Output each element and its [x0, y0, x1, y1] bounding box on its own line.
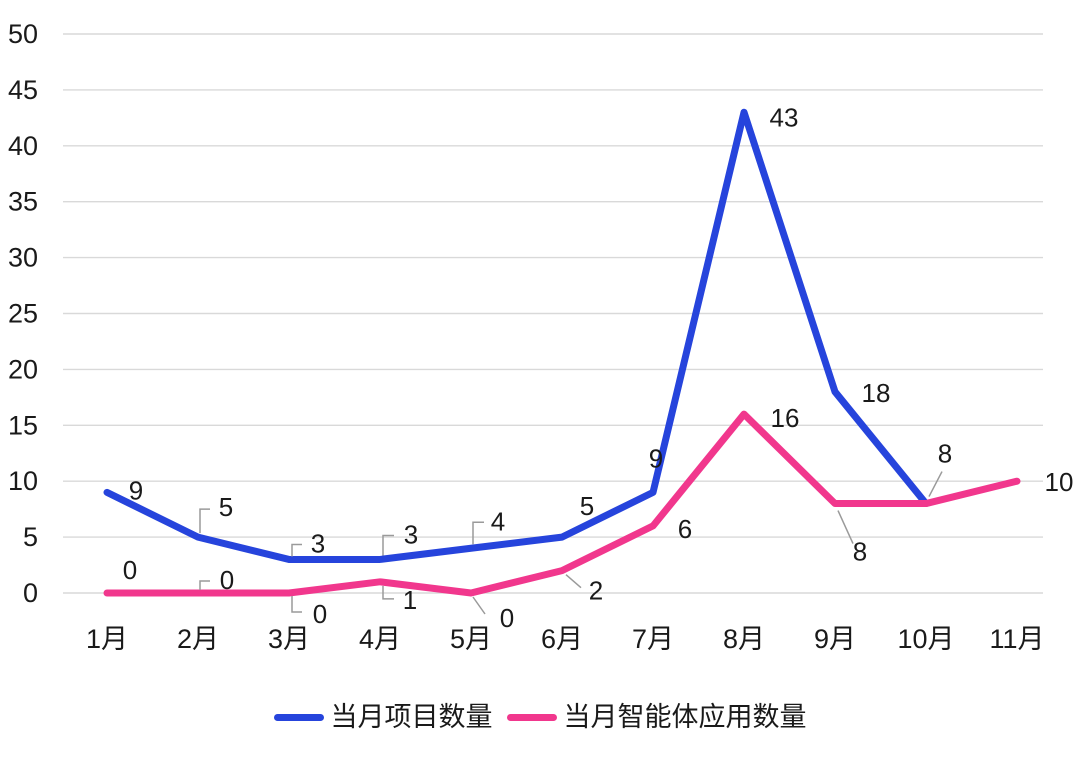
legend-label-projects: 当月项目数量	[330, 702, 493, 732]
y-axis-tick-label: 0	[23, 578, 38, 608]
series-line-projects	[103, 108, 930, 563]
data-label-agent-apps-8月: 16	[771, 403, 800, 433]
label-leader-line	[382, 585, 394, 600]
chart-legend: 当月项目数量 当月智能体应用数量	[0, 699, 1080, 735]
y-axis-tick-label: 5	[23, 522, 38, 552]
data-label-agent-apps-3月: 0	[313, 599, 327, 629]
data-label-projects-3月: 3	[311, 528, 325, 558]
data-label-agent-apps-4月: 1	[403, 585, 417, 615]
data-label-projects-5月: 4	[491, 506, 505, 536]
label-leader-line	[382, 534, 394, 556]
label-leader-line	[291, 596, 302, 613]
x-axis-tick-label: 5月	[450, 624, 492, 654]
data-label-agent-apps-6月: 2	[589, 576, 603, 606]
x-axis-tick-label: 3月	[268, 624, 310, 654]
data-label-projects-9月: 18	[862, 378, 891, 408]
data-label-agent-apps-1月: 0	[123, 555, 137, 585]
label-leader-line	[837, 510, 854, 544]
x-axis-tick-label: 8月	[723, 624, 765, 654]
x-axis-tick-label: 1月	[86, 624, 128, 654]
data-label-agent-apps-9月: 8	[853, 537, 867, 567]
y-axis-tick-label: 10	[8, 466, 38, 496]
y-axis-tick-label: 45	[8, 75, 38, 105]
y-axis-tick-label: 20	[8, 354, 38, 384]
y-axis-tick-label: 35	[8, 187, 38, 217]
legend-swatch-agent-apps	[506, 713, 557, 721]
y-axis-tick-label: 40	[8, 131, 38, 161]
data-label-projects-4月: 3	[404, 519, 418, 549]
x-axis-tick-label: 7月	[632, 624, 674, 654]
label-leader-line	[928, 471, 943, 497]
data-label-projects-8月: 43	[770, 102, 799, 132]
data-label-agent-apps-7月: 6	[678, 514, 692, 544]
series-line-agent-apps	[103, 410, 1021, 597]
legend-swatch-projects	[273, 713, 324, 721]
label-leader-line	[199, 580, 210, 590]
x-axis-tick-label: 11月	[989, 624, 1044, 654]
legend-label-agent-apps: 当月智能体应用数量	[563, 702, 807, 732]
y-axis-tick-label: 50	[8, 19, 38, 49]
data-label-agent-apps-2月: 0	[220, 565, 234, 595]
data-label-projects-10月: 8	[938, 439, 952, 469]
label-leader-line	[565, 574, 582, 589]
y-axis-tick-label: 15	[8, 410, 38, 440]
label-leader-line	[291, 543, 302, 557]
x-axis-tick-label: 10月	[897, 624, 954, 654]
x-axis-tick-label: 6月	[541, 624, 583, 654]
y-axis-tick-label: 30	[8, 243, 38, 273]
data-label-agent-apps-11月: 10	[1045, 467, 1074, 497]
x-axis-tick-label: 2月	[177, 624, 219, 654]
y-axis-tick-label: 25	[8, 299, 38, 329]
data-label-projects-2月: 5	[219, 492, 233, 522]
data-label-projects-6月: 5	[580, 491, 594, 521]
x-axis-tick-label: 4月	[359, 624, 401, 654]
label-leader-line	[199, 508, 210, 534]
x-axis-tick-label: 9月	[814, 624, 856, 654]
label-leader-line	[472, 596, 486, 615]
label-leader-line	[472, 521, 484, 545]
data-label-projects-7月: 9	[649, 443, 663, 473]
data-label-agent-apps-5月: 0	[500, 603, 514, 633]
data-label-projects-1月: 9	[129, 475, 143, 505]
